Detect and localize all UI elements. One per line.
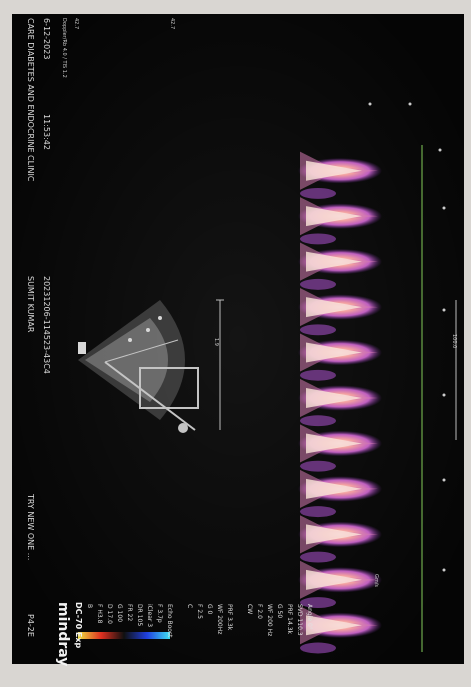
doppler-spectrum [298, 151, 382, 654]
device-model: DC-70 Exp [74, 602, 83, 649]
brand-logo: mindray [55, 602, 71, 667]
cw-param-2: G 50 [276, 604, 283, 619]
b-param-3: FR 22 [126, 604, 133, 622]
colorbar-top-label: 42.7 [73, 18, 79, 30]
parameter-panel: B F H3.8 D 17.0 G 100 FR 22 DR 105 iClea… [84, 604, 404, 662]
operator-label: TRY NEW ONE ... [26, 494, 35, 561]
doppler-secondary-pulse [300, 597, 336, 609]
doppler-core [306, 251, 362, 272]
colorbar-bottom-label: 42.7 [169, 18, 175, 30]
exam-id: 20231206-114523-43C4 [42, 276, 51, 374]
b-param-5: iClear 3 [146, 604, 153, 628]
doppler-core [306, 160, 362, 181]
doppler-secondary-pulse [300, 233, 336, 245]
c-param-1: G 0 [206, 604, 213, 615]
doppler-secondary-pulse [300, 324, 336, 336]
patient-name: SUMIT KUMAR [26, 276, 35, 333]
doppler-secondary-pulse [300, 642, 336, 654]
screen-text-layer: CARE DIABETES AND ENDOCRINE CLINIC 6-12-… [12, 14, 464, 667]
clinic-name: CARE DIABETES AND ENDOCRINE CLINIC [26, 18, 35, 182]
b-mode-label: B [86, 604, 93, 609]
doppler-core [306, 297, 362, 318]
c-param-2: WF 200Hz [216, 604, 223, 635]
c-mode-label: C [186, 604, 193, 609]
doppler-secondary-pulse [300, 369, 336, 381]
c-param-3: PRF 3.3k [226, 604, 233, 631]
probe-label: P4-2E [26, 614, 35, 637]
cw-param-3: PRF 14.3k [286, 604, 293, 634]
doppler-secondary-pulse [300, 415, 336, 427]
color-scale-bar [78, 632, 170, 639]
exam-date: 6-12-2023 [42, 18, 51, 60]
doppler-secondary-pulse [300, 551, 336, 563]
doppler-core [306, 615, 362, 636]
doppler-secondary-pulse [300, 278, 336, 290]
doppler-core [306, 342, 362, 363]
cw-param-1: WF 200 Hz [266, 604, 273, 637]
doppler-secondary-pulse [300, 188, 336, 199]
b-param-6: F 3.7p [156, 604, 163, 623]
doppler-core [306, 206, 362, 227]
depth-label: 1.9 [213, 338, 219, 346]
cw-param-4: SVD 110.3 [296, 604, 303, 636]
c-param-0: F 2.5 [196, 604, 203, 619]
doppler-core [306, 433, 362, 454]
doppler-secondary-pulse [300, 506, 336, 518]
b-param-4: DR 105 [136, 604, 143, 627]
b-param-2: G 100 [116, 604, 123, 623]
cw-param-5: Angle 0° [306, 604, 313, 630]
b-param-1: D 17.0 [106, 604, 113, 624]
doppler-unit: Gm/s [373, 574, 379, 588]
doppler-secondary-pulse [300, 460, 336, 472]
cw-param-0: F 2.0 [256, 604, 263, 619]
doppler-core [306, 388, 362, 408]
sector-image [78, 300, 199, 433]
status-line: Doppler/Rb 4.0 / TIS 1.2 [61, 18, 67, 78]
doppler-core [306, 524, 362, 545]
exam-time: 11:53:42 [42, 114, 51, 150]
b-param-7: Echo Boost [166, 604, 173, 638]
doppler-core [306, 478, 362, 499]
doppler-core [306, 569, 362, 590]
sweep-label: 100.0 [451, 334, 457, 349]
cw-mode-label: CW [246, 604, 253, 615]
b-param-0: F H3.8 [96, 604, 103, 624]
